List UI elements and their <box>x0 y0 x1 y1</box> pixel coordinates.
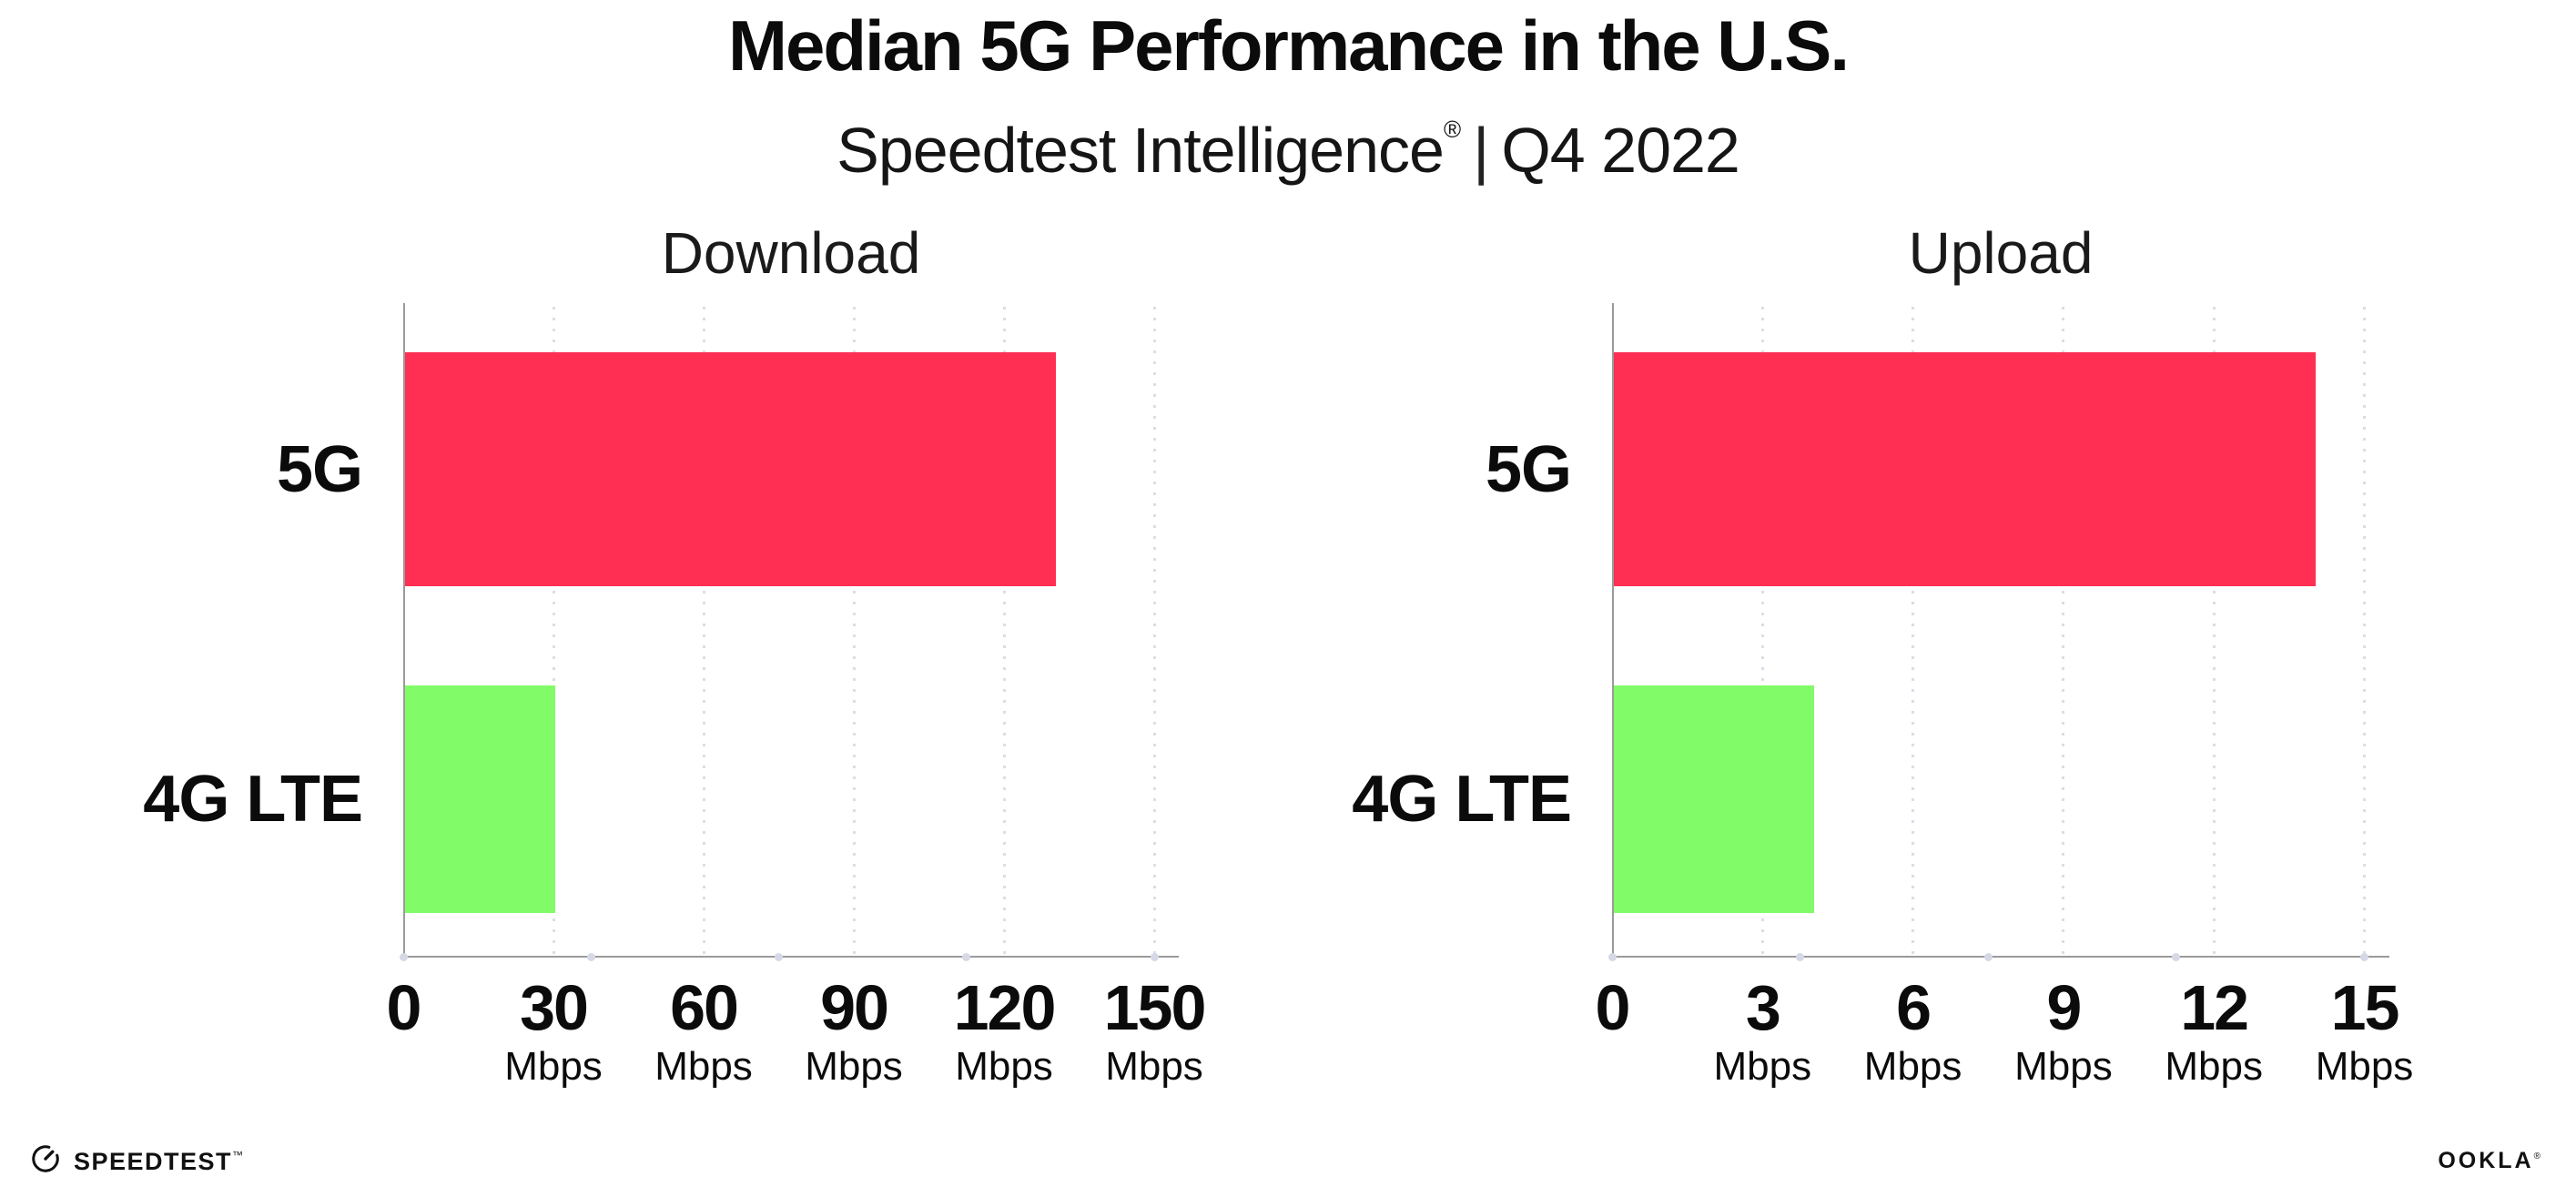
tick-label-download-0: 0 <box>386 972 422 1043</box>
speedtest-wordmark: SPEEDTEST™ <box>74 1140 245 1177</box>
axis-quarter-tick-dot <box>1150 953 1159 961</box>
tick-label-upload-15: 15 <box>2330 972 2400 1043</box>
axis-quarter-tick-dot <box>399 953 408 961</box>
tick-unit-upload-6: Mbps <box>1863 1044 1962 1089</box>
tick-unit-download-150: Mbps <box>1105 1044 1203 1089</box>
ookla-logo: OOKLA® <box>2438 1143 2543 1174</box>
tick-label-download-30: 30 <box>520 972 589 1043</box>
axis-quarter-tick-dot <box>775 953 783 961</box>
tick-unit-upload-3: Mbps <box>1713 1044 1812 1089</box>
gridline-download-90 <box>852 307 856 954</box>
tick-label-download-60: 60 <box>670 972 739 1043</box>
tick-label-upload-6: 6 <box>1896 972 1932 1043</box>
tick-label-download-150: 150 <box>1103 972 1207 1043</box>
bar-download-5g <box>405 352 1056 586</box>
subtitle-period: Q4 2022 <box>1501 115 1740 186</box>
axis-quarter-tick-dot <box>1607 953 1617 961</box>
axis-quarter-tick-dot <box>962 953 971 961</box>
plot-area-upload <box>1607 303 2389 961</box>
chart-title-download: Download <box>661 220 921 286</box>
tick-unit-download-90: Mbps <box>805 1044 903 1089</box>
axis-quarter-tick-dot <box>1983 953 1993 961</box>
axis-quarter-tick-dot <box>1796 953 1805 961</box>
axis-quarter-tick-dot <box>2360 953 2368 961</box>
subtitle-divider: | <box>1473 115 1489 186</box>
gridline-upload-12 <box>2212 307 2216 954</box>
tick-unit-upload-15: Mbps <box>2315 1044 2414 1089</box>
gridline-download-60 <box>702 307 705 954</box>
speedtest-trademark-symbol: ™ <box>232 1149 245 1161</box>
gridline-upload-15 <box>2363 307 2366 954</box>
axis-quarter-tick-dot <box>586 953 595 961</box>
page-title: Median 5G Performance in the U.S. <box>728 5 1850 86</box>
tick-label-upload-0: 0 <box>1595 972 1631 1043</box>
tick-label-download-120: 120 <box>953 972 1057 1043</box>
speedtest-logo: SPEEDTEST™ <box>30 1140 245 1177</box>
x-axis-download <box>403 956 1179 958</box>
plot-area-download <box>399 303 1179 961</box>
tick-label-upload-3: 3 <box>1745 972 1781 1043</box>
row-label-5g: 5G <box>1485 432 1572 506</box>
ookla-label: OOKLA <box>2438 1148 2534 1173</box>
tick-label-upload-12: 12 <box>2180 972 2249 1043</box>
tick-unit-download-120: Mbps <box>955 1044 1053 1089</box>
registered-trademark-symbol: ® <box>1443 116 1461 143</box>
bar-download-4g-lte <box>405 685 555 913</box>
page-subtitle: Speedtest Intelligence® | Q4 2022 <box>0 87 2576 192</box>
y-axis-upload <box>1612 303 1614 958</box>
y-axis-download <box>403 303 405 958</box>
gridline-download-120 <box>1002 307 1006 954</box>
tick-unit-download-30: Mbps <box>504 1044 603 1089</box>
row-label-4g-lte: 4G LTE <box>1352 763 1572 836</box>
gridline-upload-3 <box>1760 307 1764 954</box>
tick-label-upload-9: 9 <box>2046 972 2082 1043</box>
bar-upload-4g-lte <box>1614 685 1815 913</box>
tick-unit-upload-9: Mbps <box>2014 1044 2113 1089</box>
row-label-4g-lte: 4G LTE <box>143 763 363 836</box>
gridline-download-30 <box>552 307 555 954</box>
gridline-upload-9 <box>2062 307 2065 954</box>
axis-quarter-tick-dot <box>2172 953 2181 961</box>
gridline-download-150 <box>1152 307 1156 954</box>
speedtest-gauge-icon <box>30 1143 61 1174</box>
tick-label-download-90: 90 <box>820 972 889 1043</box>
subtitle-brand: Speedtest Intelligence <box>837 115 1445 186</box>
x-axis-upload <box>1612 956 2389 958</box>
bar-upload-5g <box>1614 352 2317 586</box>
tick-unit-download-60: Mbps <box>654 1044 753 1089</box>
speedtest-label: SPEEDTEST <box>74 1148 233 1175</box>
ookla-registered-symbol: ® <box>2533 1151 2543 1161</box>
chart-title-upload: Upload <box>1908 220 2094 286</box>
tick-unit-upload-12: Mbps <box>2165 1044 2263 1089</box>
row-label-5g: 5G <box>276 432 363 506</box>
gridline-upload-6 <box>1912 307 1915 954</box>
